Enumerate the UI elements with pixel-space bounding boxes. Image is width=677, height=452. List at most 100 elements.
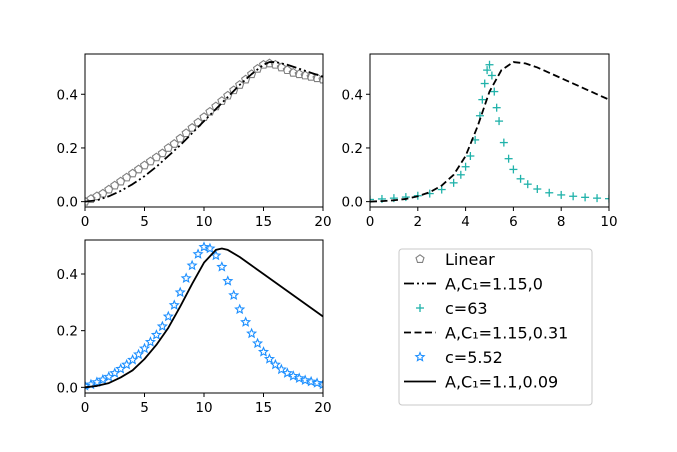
data-point bbox=[461, 162, 470, 171]
data-point bbox=[282, 65, 292, 75]
x-tick-label: 4 bbox=[461, 214, 470, 230]
data-point bbox=[545, 188, 554, 197]
legend-entry: A,C₁=1.1,0.09 bbox=[404, 373, 558, 392]
legend-frame bbox=[398, 248, 593, 406]
axes-frame bbox=[369, 53, 610, 208]
data-point bbox=[240, 316, 252, 327]
data-point bbox=[287, 370, 299, 381]
data-point bbox=[485, 60, 494, 69]
data-point bbox=[91, 376, 103, 387]
data-point bbox=[275, 363, 287, 375]
legend-marker bbox=[415, 254, 425, 263]
legend-marker bbox=[416, 304, 424, 312]
data-point bbox=[281, 367, 293, 378]
series-line bbox=[370, 61, 609, 203]
data-point bbox=[174, 286, 186, 298]
data-point bbox=[269, 358, 281, 370]
legend-entry: c=63 bbox=[416, 299, 488, 318]
legend-entry: c=5.52 bbox=[414, 348, 503, 367]
data-point bbox=[581, 193, 590, 202]
series-a-c-1-1-0-09 bbox=[85, 247, 323, 389]
data-point bbox=[370, 195, 374, 204]
y-tick-label: 0.4 bbox=[342, 87, 363, 103]
data-point bbox=[97, 373, 109, 385]
data-point bbox=[466, 152, 475, 160]
data-point bbox=[293, 372, 305, 383]
data-point bbox=[294, 69, 304, 79]
series-a-c-1-15-0 bbox=[85, 61, 323, 203]
x-tick-label: 5 bbox=[140, 400, 149, 416]
x-tick-label: 6 bbox=[509, 214, 518, 230]
data-point bbox=[192, 248, 204, 259]
series-line bbox=[85, 247, 323, 389]
legend-entry: Linear bbox=[415, 250, 495, 269]
x-tick-label: 5 bbox=[140, 214, 149, 230]
data-point bbox=[186, 259, 198, 271]
data-point bbox=[180, 272, 192, 283]
x-tick-label: 10 bbox=[195, 214, 212, 230]
legend-label: Linear bbox=[445, 250, 495, 269]
data-point bbox=[516, 174, 525, 183]
legend-label: c=5.52 bbox=[445, 348, 503, 367]
x-tick-label: 10 bbox=[600, 214, 617, 230]
x-tick-label: 0 bbox=[81, 400, 90, 416]
data-point bbox=[156, 320, 168, 332]
data-point bbox=[228, 289, 240, 300]
data-point bbox=[318, 74, 323, 84]
data-point bbox=[234, 303, 246, 315]
data-point bbox=[478, 95, 487, 104]
data-point bbox=[483, 66, 492, 75]
x-tick-label: 10 bbox=[195, 400, 212, 416]
data-point bbox=[593, 194, 602, 203]
data-point bbox=[456, 170, 465, 179]
y-tick-label: 0.0 bbox=[57, 380, 78, 396]
y-tick-label: 0.2 bbox=[57, 141, 78, 157]
legend-label: c=63 bbox=[445, 299, 488, 318]
axes-frame bbox=[84, 53, 324, 208]
y-tick-label: 0.2 bbox=[342, 141, 363, 157]
data-point bbox=[138, 342, 151, 354]
data-point bbox=[127, 354, 139, 365]
series-c-5-52 bbox=[85, 241, 323, 391]
data-point bbox=[162, 310, 174, 322]
y-tick-label: 0.4 bbox=[57, 267, 78, 283]
data-point bbox=[499, 138, 508, 147]
x-tick-label: 20 bbox=[314, 400, 331, 416]
series-a-c-1-15-0-31 bbox=[370, 61, 609, 203]
data-point bbox=[252, 337, 264, 349]
data-point bbox=[86, 194, 96, 203]
panel-bottom-left: 0 5 10 15 20 0.0 0.2 0.4 bbox=[57, 239, 332, 416]
data-point bbox=[288, 67, 298, 77]
data-point bbox=[533, 185, 542, 194]
panel-top-right: 0 2 4 6 8 10 0.0 0.2 0.4 bbox=[342, 53, 618, 230]
panel-top-left: 0 5 10 15 20 0.0 0.2 0.4 bbox=[57, 53, 332, 230]
data-point bbox=[490, 87, 499, 96]
data-point bbox=[487, 71, 496, 80]
legend-entry: A,C₁=1.15,0 bbox=[404, 275, 543, 294]
y-tick-label: 0.4 bbox=[57, 87, 78, 103]
data-point bbox=[569, 192, 578, 201]
y-tick-label: 0.0 bbox=[57, 195, 78, 211]
data-point bbox=[300, 70, 310, 80]
series-linear bbox=[85, 58, 323, 206]
x-tick-label: 0 bbox=[81, 214, 90, 230]
data-point bbox=[492, 103, 501, 112]
data-point bbox=[557, 190, 566, 199]
data-point bbox=[222, 275, 234, 286]
data-point bbox=[449, 178, 458, 187]
data-point bbox=[92, 191, 102, 201]
data-point bbox=[437, 185, 446, 194]
x-tick-label: 0 bbox=[366, 214, 375, 230]
data-point bbox=[276, 62, 286, 72]
legend-label: A,C₁=1.15,0.31 bbox=[445, 324, 568, 343]
y-tick-label: 0.0 bbox=[342, 195, 363, 211]
legend: Linear A,C₁=1.15,0 c=63 A,C₁=1.15,0.31 c=5.5… bbox=[398, 248, 593, 406]
data-point bbox=[504, 154, 513, 163]
data-point bbox=[480, 79, 489, 88]
data-point bbox=[299, 374, 311, 385]
data-point bbox=[306, 71, 316, 81]
x-tick-label: 2 bbox=[414, 214, 423, 230]
series-c-63 bbox=[370, 60, 609, 204]
data-point bbox=[523, 180, 532, 189]
